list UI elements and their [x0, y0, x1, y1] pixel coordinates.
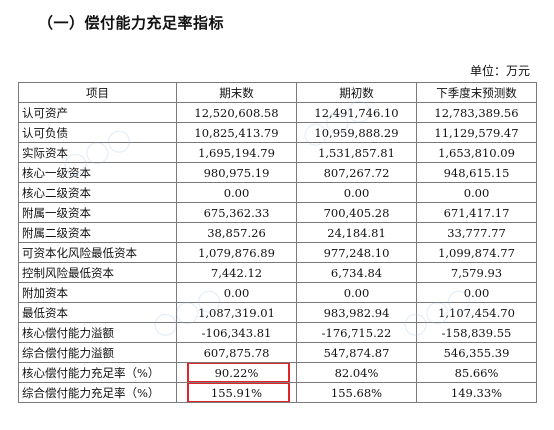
table-row: 综合偿付能力充足率（%） 155.91% 155.68% 149.33%: [18, 382, 537, 403]
cell-begin: 0.00: [296, 282, 417, 303]
cell-begin: 82.04%: [296, 362, 417, 383]
row-label: 控制风险最低资本: [18, 262, 177, 283]
cell-end: 0.00: [176, 182, 297, 203]
header-item: 项目: [18, 82, 177, 103]
row-label: 核心一级资本: [18, 162, 177, 183]
row-label: 核心二级资本: [18, 182, 177, 203]
cell-forecast: 11,129,579.47: [416, 122, 537, 143]
cell-end: 38,857.26: [176, 222, 297, 243]
cell-forecast: 0.00: [416, 282, 537, 303]
table-header-row: 项目 期末数 期初数 下季度末预测数: [18, 82, 537, 103]
cell-forecast: 948,615.15: [416, 162, 537, 183]
cell-end: 10,825,413.79: [176, 122, 297, 143]
cell-end: 7,442.12: [176, 262, 297, 283]
cell-end: 1,087,319.01: [176, 302, 297, 323]
cell-begin: 807,267.72: [296, 162, 417, 183]
highlight-box: [187, 363, 290, 382]
cell-end: 675,362.33: [176, 202, 297, 223]
row-label: 附属二级资本: [18, 222, 177, 243]
header-forecast: 下季度末预测数: [416, 82, 537, 103]
table-row: 附属二级资本 38,857.26 24,184.81 33,777.77: [18, 222, 537, 243]
cell-end: 155.91%: [176, 382, 297, 403]
cell-value: 90.22%: [214, 365, 259, 380]
table-row: 核心二级资本 0.00 0.00 0.00: [18, 182, 537, 203]
row-label: 核心偿付能力充足率（%）: [18, 362, 177, 383]
cell-forecast: 546,355.39: [416, 342, 537, 363]
table-row: 控制风险最低资本 7,442.12 6,734.84 7,579.93: [18, 262, 537, 283]
cell-begin: 24,184.81: [296, 222, 417, 243]
cell-end: 0.00: [176, 282, 297, 303]
cell-end: 1,695,194.79: [176, 142, 297, 163]
cell-begin: 12,491,746.10: [296, 102, 417, 123]
row-label: 认可负债: [18, 122, 177, 143]
cell-begin: 977,248.10: [296, 242, 417, 263]
cell-end: 12,520,608.58: [176, 102, 297, 123]
table-row: 认可资产 12,520,608.58 12,491,746.10 12,783,389…: [18, 102, 537, 123]
section-title: （一）偿付能力充足率指标: [38, 14, 225, 32]
row-label: 核心偿付能力溢额: [18, 322, 177, 343]
table-row: 最低资本 1,087,319.01 983,982.94 1,107,454.70: [18, 302, 537, 323]
cell-forecast: 85.66%: [416, 362, 537, 383]
unit-label: 单位：万元: [469, 64, 530, 78]
table-row: 核心偿付能力充足率（%） 90.22% 82.04% 85.66%: [18, 362, 537, 383]
row-label: 综合偿付能力溢额: [18, 342, 177, 363]
cell-forecast: 12,783,389.56: [416, 102, 537, 123]
row-label: 可资本化风险最低资本: [18, 242, 177, 263]
cell-begin: -176,715.22: [296, 322, 417, 343]
cell-begin: 547,874.87: [296, 342, 417, 363]
cell-forecast: -158,839.55: [416, 322, 537, 343]
cell-end: 90.22%: [176, 362, 297, 383]
cell-begin: 1,531,857.81: [296, 142, 417, 163]
cell-forecast: 7,579.93: [416, 262, 537, 283]
row-label: 认可资产: [18, 102, 177, 123]
table-row: 实际资本 1,695,194.79 1,531,857.81 1,653,810.09: [18, 142, 537, 163]
cell-forecast: 0.00: [416, 182, 537, 203]
cell-end: 607,875.78: [176, 342, 297, 363]
row-label: 附加资本: [18, 282, 177, 303]
table-row: 认可负债 10,825,413.79 10,959,888.29 11,129,579…: [18, 122, 537, 143]
cell-end: 1,079,876.89: [176, 242, 297, 263]
cell-forecast: 1,099,874.77: [416, 242, 537, 263]
cell-end: -106,343.81: [176, 322, 297, 343]
table-row: 综合偿付能力溢额 607,875.78 547,874.87 546,355.39: [18, 342, 537, 363]
row-label: 实际资本: [18, 142, 177, 163]
solvency-table: 项目 期末数 期初数 下季度末预测数 认可资产 12,520,608.58 12,4…: [18, 82, 537, 403]
row-label: 最低资本: [18, 302, 177, 323]
row-label: 附属一级资本: [18, 202, 177, 223]
table-row: 核心一级资本 980,975.19 807,267.72 948,615.15: [18, 162, 537, 183]
header-begin: 期初数: [296, 82, 417, 103]
cell-forecast: 671,417.17: [416, 202, 537, 223]
cell-forecast: 1,653,810.09: [416, 142, 537, 163]
row-label: 综合偿付能力充足率（%）: [18, 382, 177, 403]
cell-begin: 155.68%: [296, 382, 417, 403]
cell-begin: 10,959,888.29: [296, 122, 417, 143]
cell-forecast: 33,777.77: [416, 222, 537, 243]
cell-begin: 0.00: [296, 182, 417, 203]
cell-forecast: 1,107,454.70: [416, 302, 537, 323]
header-end: 期末数: [176, 82, 297, 103]
cell-forecast: 149.33%: [416, 382, 537, 403]
table-row: 附加资本 0.00 0.00 0.00: [18, 282, 537, 303]
cell-value: 155.91%: [210, 385, 263, 400]
cell-begin: 700,405.28: [296, 202, 417, 223]
table-row: 附属一级资本 675,362.33 700,405.28 671,417.17: [18, 202, 537, 223]
cell-begin: 6,734.84: [296, 262, 417, 283]
cell-end: 980,975.19: [176, 162, 297, 183]
table-row: 可资本化风险最低资本 1,079,876.89 977,248.10 1,099,87…: [18, 242, 537, 263]
highlight-box: [187, 383, 290, 402]
table-row: 核心偿付能力溢额 -106,343.81 -176,715.22 -158,839.5…: [18, 322, 537, 343]
cell-begin: 983,982.94: [296, 302, 417, 323]
